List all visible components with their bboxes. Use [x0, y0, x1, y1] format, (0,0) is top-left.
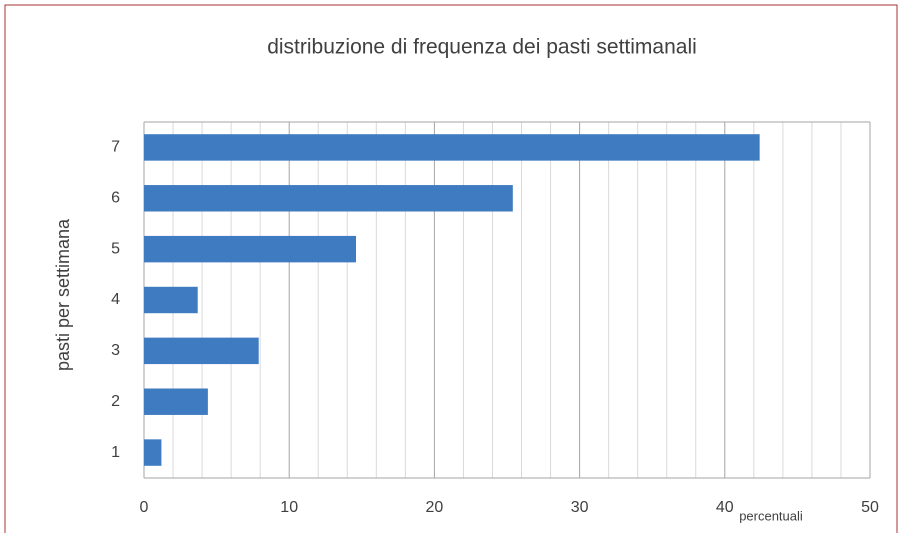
y-tick-label: 3 — [111, 342, 120, 359]
x-axis-label: percentuali — [739, 508, 803, 523]
x-tick-label: 10 — [280, 499, 298, 516]
y-tick-label: 6 — [111, 190, 120, 207]
bar — [144, 134, 760, 161]
bar — [144, 388, 208, 415]
y-tick-label: 5 — [111, 240, 120, 257]
x-tick-label: 50 — [861, 499, 879, 516]
bar — [144, 286, 198, 314]
y-tick-label: 2 — [111, 393, 120, 410]
y-tick-label: 4 — [111, 291, 120, 308]
x-tick-label: 40 — [716, 499, 734, 516]
y-tick-label: 1 — [111, 444, 120, 461]
chart-title: distribuzione di frequenza dei pasti set… — [267, 36, 697, 59]
y-axis-label: pasti per settimana — [53, 218, 73, 371]
bar — [144, 337, 259, 365]
x-tick-label: 20 — [426, 499, 444, 516]
x-tick-label: 30 — [571, 499, 589, 516]
bar — [144, 235, 356, 263]
x-tick-label: 0 — [140, 499, 149, 516]
bar — [144, 439, 162, 466]
y-tick-label: 7 — [111, 139, 120, 156]
frame — [4, 4, 898, 533]
bar — [144, 185, 513, 212]
